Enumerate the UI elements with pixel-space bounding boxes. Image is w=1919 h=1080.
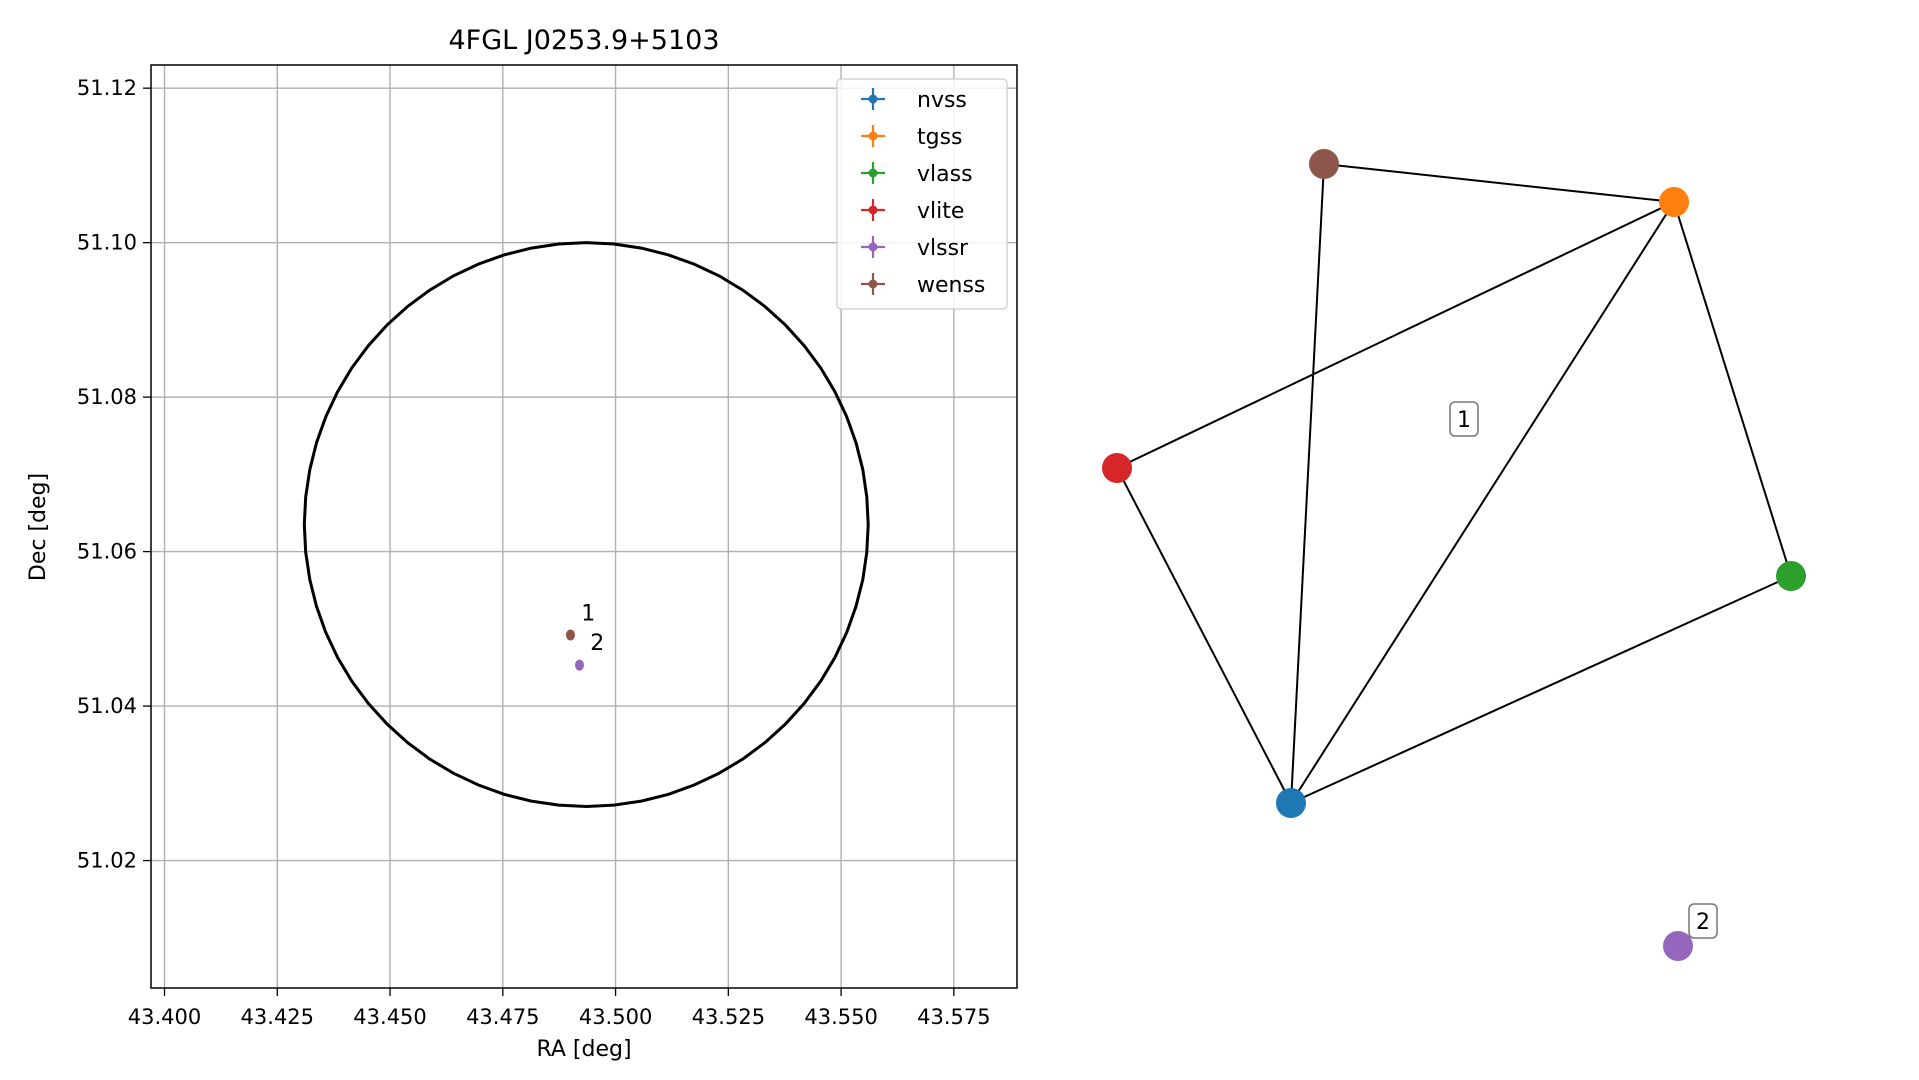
network-panel: 12 xyxy=(1102,149,1806,961)
x-tick-label: 43.575 xyxy=(917,1005,990,1029)
node-vlite xyxy=(1102,453,1132,483)
edge-nvss-vlass xyxy=(1290,575,1792,804)
uncertainty-circle xyxy=(302,241,870,809)
node-vlssr xyxy=(1663,931,1693,961)
group-labels-layer: 12 xyxy=(1449,401,1718,939)
y-axis-label: Dec [deg] xyxy=(26,473,51,581)
legend-label-vlass: vlass xyxy=(917,162,973,187)
legend-label-tgss: tgss xyxy=(917,125,963,150)
y-tick-label: 51.10 xyxy=(77,231,137,255)
edges-layer xyxy=(1116,163,1792,804)
legend-marker-dot xyxy=(868,205,878,215)
nodes-layer xyxy=(1102,149,1806,961)
y-tick-label: 51.02 xyxy=(77,849,137,873)
node-tgss xyxy=(1659,187,1689,217)
x-axis-label: RA [deg] xyxy=(536,1037,631,1062)
x-tick-label: 43.500 xyxy=(579,1005,652,1029)
edge-tgss-nvss xyxy=(1290,201,1675,804)
x-tick-label: 43.425 xyxy=(241,1005,314,1029)
chart-title: 4FGL J0253.9+5103 xyxy=(448,25,719,56)
scatter-panel: 12 43.400 43.425 43.450 43.475 43.500 43.525 4… xyxy=(26,25,1018,1062)
y-tick-label: 51.08 xyxy=(77,385,137,409)
legend-marker-dot xyxy=(868,168,878,178)
axes-frame xyxy=(150,64,1018,989)
group-label-box xyxy=(1449,401,1479,437)
legend-label-vlite: vlite xyxy=(917,199,964,224)
edge-tgss-vlite xyxy=(1116,201,1675,469)
edge-vlite-nvss xyxy=(1116,467,1292,804)
edge-wenss-tgss xyxy=(1323,163,1675,203)
legend-label-wenss: wenss xyxy=(917,273,985,298)
legend-marker-dot xyxy=(868,131,878,141)
edge-tgss-vlass xyxy=(1673,201,1792,577)
y-tick-label: 51.12 xyxy=(77,76,137,100)
x-ticks: 43.400 43.425 43.450 43.475 43.500 43.525 43.5… xyxy=(128,988,991,1029)
legend: nvss tgss vlass vlite vlssr wenss xyxy=(836,78,1008,310)
x-tick-label: 43.475 xyxy=(466,1005,539,1029)
node-vlass xyxy=(1776,561,1806,591)
x-tick-label: 43.450 xyxy=(353,1005,426,1029)
uncertainty-circle-layer xyxy=(302,241,870,809)
point-annotation: 2 xyxy=(590,631,604,656)
edge-wenss-nvss xyxy=(1290,163,1325,804)
group-label: 1 xyxy=(1457,408,1471,433)
group-label-box xyxy=(1688,903,1718,939)
x-tick-label: 43.550 xyxy=(804,1005,877,1029)
annotations-layer: 12 xyxy=(581,602,604,656)
point-wenss xyxy=(565,629,575,641)
y-ticks: 51.02 51.04 51.06 51.08 51.10 51.12 xyxy=(77,76,151,873)
point-vlssr xyxy=(574,659,584,671)
node-nvss xyxy=(1276,788,1306,818)
legend-label-nvss: nvss xyxy=(917,88,967,113)
legend-marker-dot xyxy=(868,279,878,289)
legend-marker-dot xyxy=(868,94,878,104)
x-tick-label: 43.400 xyxy=(128,1005,201,1029)
y-tick-label: 51.06 xyxy=(77,540,137,564)
x-tick-label: 43.525 xyxy=(692,1005,765,1029)
legend-marker-dot xyxy=(868,242,878,252)
y-tick-label: 51.04 xyxy=(77,694,137,718)
legend-label-vlssr: vlssr xyxy=(917,236,969,261)
point-annotation: 1 xyxy=(581,602,595,627)
group-label: 2 xyxy=(1696,910,1710,935)
points-layer xyxy=(565,629,584,671)
node-wenss xyxy=(1309,149,1339,179)
